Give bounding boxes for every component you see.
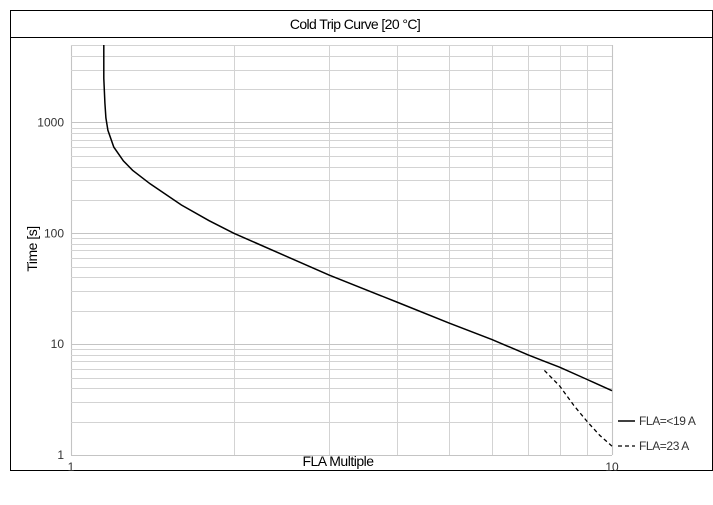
legend-label: FLA=23 A: [639, 439, 689, 453]
grid: [70, 45, 614, 457]
series-line-2: [543, 369, 613, 447]
y-tick-label: 1000: [37, 115, 64, 129]
x-axis-label: FLA Multiple: [302, 453, 374, 469]
legend: FLA=<19 A FLA=23 A: [618, 414, 696, 453]
tick-labels: 1 10 1 10 100 1000: [37, 115, 619, 474]
chart-title: Cold Trip Curve [20 °C]: [290, 16, 420, 32]
x-tick-label: 10: [605, 460, 619, 474]
series-layer: [103, 45, 613, 447]
y-tick-label: 100: [44, 226, 64, 240]
series-line-1: [103, 45, 613, 392]
y-tick-label: 10: [51, 337, 65, 351]
y-tick-label: 1: [57, 448, 64, 462]
y-axis-label: Time [s]: [24, 226, 40, 271]
x-tick-label: 1: [68, 460, 75, 474]
legend-label: FLA=<19 A: [639, 414, 696, 428]
